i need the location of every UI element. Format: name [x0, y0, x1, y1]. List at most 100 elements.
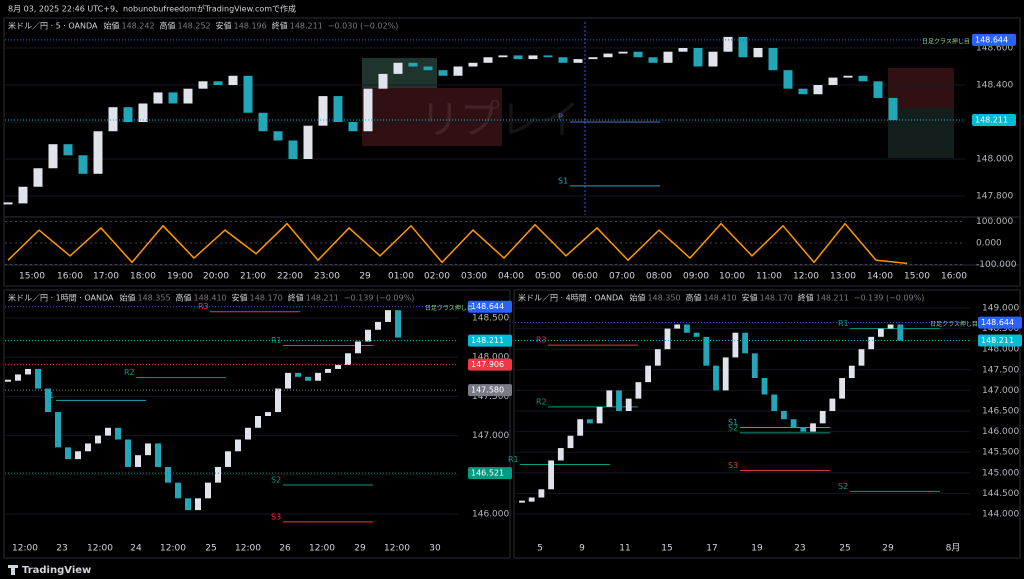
time-label: 16:00	[941, 272, 967, 282]
candle	[829, 398, 836, 411]
candle	[95, 435, 101, 444]
candle	[345, 353, 351, 366]
candle	[198, 81, 208, 89]
ohlc-value: 148.196	[234, 22, 267, 31]
time-label: 30	[429, 544, 441, 554]
candle	[65, 447, 71, 460]
panel-frame	[3, 289, 511, 559]
time-label: 06:00	[572, 272, 598, 282]
candle	[305, 376, 311, 381]
time-label: 02:00	[424, 272, 450, 282]
price-tick-label: 147.500	[982, 365, 1019, 375]
price-label: 146.521	[471, 469, 504, 478]
price-tick-label: 146.500	[982, 407, 1019, 417]
candle	[153, 92, 163, 104]
candle	[633, 51, 643, 58]
pivot-label: P	[558, 113, 563, 122]
candle	[645, 365, 652, 383]
candle	[848, 365, 855, 379]
price-label: 148.644	[471, 302, 504, 311]
candle	[138, 103, 148, 122]
candle	[693, 48, 703, 67]
candle	[33, 168, 43, 187]
candle	[235, 439, 241, 452]
note: 日足クラス押し目	[425, 304, 473, 312]
candle	[245, 427, 251, 440]
time-label: 5	[537, 544, 543, 554]
candle	[616, 390, 622, 411]
candle	[625, 398, 632, 411]
position-box	[888, 68, 954, 108]
candle	[325, 368, 331, 373]
candle	[558, 57, 568, 63]
candle	[258, 112, 268, 132]
price-tick-label: 148.000	[982, 345, 1019, 355]
pivot-label: R1	[271, 336, 282, 345]
candle	[275, 388, 281, 413]
ohlc-label: 安値	[742, 293, 758, 303]
candle	[577, 419, 584, 436]
osc-tick-label: 100.000	[976, 217, 1013, 227]
price-label-box	[978, 334, 1022, 347]
candle	[108, 107, 118, 132]
candle	[813, 85, 823, 95]
candle	[839, 378, 846, 399]
candle	[125, 439, 131, 467]
time-label: 23:00	[314, 272, 340, 282]
candle	[783, 70, 793, 89]
candle	[195, 498, 201, 511]
time-label: 10:00	[719, 272, 745, 282]
candle	[168, 92, 178, 104]
candle	[771, 394, 778, 411]
candle	[165, 466, 171, 483]
candle	[453, 66, 463, 76]
candle	[363, 88, 373, 132]
candle	[175, 482, 181, 499]
candle	[155, 443, 161, 467]
price-label: 148.644	[981, 318, 1014, 327]
pivot-label: R1	[838, 319, 849, 328]
price-tick-label: 148.000	[472, 353, 509, 363]
candle	[877, 328, 884, 337]
time-label: 12:00	[793, 272, 819, 282]
price-tick-label: 148.500	[982, 324, 1019, 334]
candle	[273, 131, 283, 141]
time-label: 15:00	[19, 272, 45, 282]
candle	[423, 66, 433, 71]
time-label: 12:00	[160, 544, 186, 554]
candle	[888, 97, 898, 121]
price-tick-label: 147.500	[472, 392, 509, 402]
candle	[438, 70, 448, 76]
price-tick-label: 147.800	[976, 192, 1013, 202]
time-label: 29	[882, 544, 894, 554]
candle	[708, 51, 718, 67]
pivot-label: S2	[728, 423, 738, 432]
pivot-label: S1	[728, 418, 738, 427]
candle	[225, 451, 231, 467]
candle	[548, 460, 555, 490]
time-label: 03:00	[461, 272, 487, 282]
candle	[751, 353, 758, 379]
time-label: 23	[56, 544, 67, 554]
candle	[355, 341, 361, 354]
panel-frame	[513, 289, 1021, 559]
candle	[15, 374, 21, 381]
ohlc-label: 高値	[686, 293, 702, 303]
price-label: 148.211	[471, 336, 504, 345]
price-tick-label: 148.600	[976, 44, 1013, 54]
candle	[738, 36, 748, 58]
ohlc-value: 148.350	[647, 294, 680, 303]
candle	[897, 324, 904, 341]
change: −0.139 (−0.09%)	[344, 294, 415, 303]
time-label: 12:00	[309, 544, 335, 554]
candle	[742, 332, 749, 354]
candle	[135, 455, 141, 467]
candle	[654, 349, 661, 366]
candle	[228, 75, 238, 85]
candle	[75, 451, 81, 460]
price-tick-label: 144.500	[982, 489, 1019, 499]
ohlc-label: 安値	[232, 293, 248, 303]
time-label: 12:00	[384, 544, 410, 554]
candle	[648, 57, 658, 63]
